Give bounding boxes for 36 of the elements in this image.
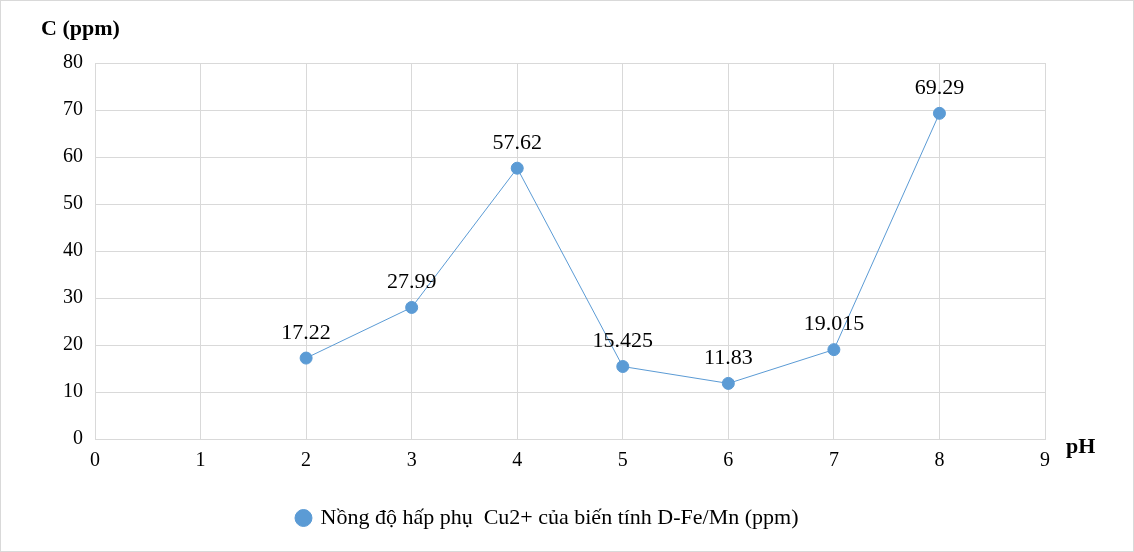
y-tick-label: 30 [63, 285, 83, 308]
x-tick-label: 5 [617, 448, 628, 471]
x-tick-label: 8 [934, 448, 945, 471]
x-tick-label: 9 [1040, 448, 1050, 471]
x-tick-label: 2 [301, 448, 312, 471]
data-label: 19.015 [803, 310, 865, 336]
point [721, 376, 735, 390]
x-tick-label: 6 [723, 448, 734, 471]
data-label: 11.83 [703, 344, 753, 370]
x-tick-label: 1 [195, 448, 206, 471]
y-tick-label: 80 [63, 50, 83, 73]
y-tick-label: 70 [63, 97, 83, 120]
x-axis-title: pH [1066, 433, 1096, 459]
y-axis-title: C (ppm) [41, 15, 120, 41]
data-label: 15.425 [592, 327, 654, 353]
x-tick-label: 7 [828, 448, 839, 471]
data-label: 27.99 [386, 268, 437, 294]
point [827, 343, 841, 357]
y-tick-label: 20 [63, 332, 83, 355]
data-label: 17.22 [281, 318, 331, 344]
y-tick-label: 0 [73, 426, 83, 449]
y-tick-label: 60 [63, 144, 83, 167]
y-tick-label: 10 [63, 379, 83, 402]
x-tick-label: 3 [406, 448, 417, 471]
data-label: 69.29 [914, 74, 965, 100]
point [932, 106, 946, 120]
x-tick-label: 0 [90, 448, 100, 471]
point [616, 360, 630, 373]
point [405, 300, 419, 314]
point [299, 351, 313, 365]
legend-label: Nồng độ hấp phụ Cu2+ của biến tính D-Fe/Mn (ppm) [320, 503, 799, 529]
y-tick-label: 40 [63, 238, 83, 261]
y-tick-label: 50 [63, 191, 83, 214]
point [510, 161, 524, 175]
data-label: 57.62 [492, 128, 542, 154]
x-tick-label: 4 [512, 448, 523, 471]
